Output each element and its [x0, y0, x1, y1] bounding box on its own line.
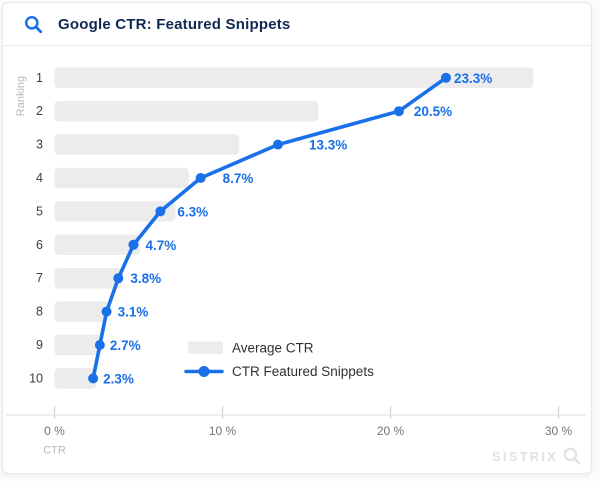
x-axis-tick-label: 30 % [545, 424, 573, 438]
ctr-point-label: 2.7% [110, 338, 141, 353]
ctr-point-label: 8.7% [223, 171, 254, 186]
avg-ctr-bar [54, 301, 109, 322]
ctr-point [195, 173, 206, 183]
ctr-point-label: 20.5% [414, 104, 452, 119]
ctr-point-label: 3.1% [118, 305, 149, 320]
rank-tick-label: 3 [36, 138, 43, 152]
card-header: Google CTR: Featured Snippets [3, 3, 591, 46]
search-icon [24, 15, 43, 33]
avg-ctr-bar [54, 334, 102, 356]
ctr-point [88, 373, 99, 384]
ctr-point-label: 3.8% [130, 271, 161, 286]
rank-tick-label: 6 [36, 238, 43, 252]
ctr-point-label: 6.3% [177, 204, 208, 219]
avg-ctr-bar [54, 201, 176, 222]
ranking-axis-label: Ranking [15, 76, 27, 116]
legend-label-featured-snippets[interactable]: CTR Featured Snippets [232, 364, 374, 379]
avg-ctr-bar [54, 267, 122, 289]
ctr-point [440, 72, 451, 83]
ctr-point [393, 106, 404, 117]
rank-tick-label: 9 [36, 338, 43, 352]
avg-ctr-bar [54, 368, 97, 389]
rank-tick-label: 7 [36, 271, 43, 285]
sistrix-logo-icon [563, 447, 581, 465]
avg-ctr-bar [54, 134, 240, 155]
x-axis-tick-label: 20 % [377, 424, 405, 438]
x-axis-tick-label: 10 % [209, 424, 237, 438]
legend-swatch-average-ctr[interactable] [188, 341, 223, 355]
ctr-point [155, 206, 166, 217]
rank-tick-label: 5 [36, 204, 43, 218]
rank-tick-label: 10 [29, 371, 43, 385]
rank-tick-label: 1 [36, 71, 43, 85]
rank-tick-label: 2 [36, 104, 43, 118]
sistrix-text: SISTRIX [492, 448, 558, 464]
chart-title: Google CTR: Featured Snippets [58, 15, 291, 33]
sistrix-watermark[interactable]: SISTRIX [492, 447, 581, 465]
ctr-point [113, 273, 124, 284]
rank-tick-label: 8 [36, 305, 43, 319]
ctr-featured-snippets-line [91, 76, 448, 381]
avg-ctr-bar [54, 100, 319, 122]
chart-card: Google CTR: Featured Snippets 1 2 3 4 5 6 7 8 9 1… [2, 2, 592, 474]
x-axis-title: CTR [43, 445, 66, 457]
legend-label-average-ctr[interactable]: Average CTR [232, 340, 314, 355]
ctr-point-label: 4.7% [145, 238, 176, 253]
ctr-point [128, 239, 139, 250]
ctr-point [101, 306, 112, 317]
legend-dot-featured-snippets[interactable] [198, 366, 210, 377]
avg-ctr-bar [54, 167, 189, 189]
avg-ctr-bar [54, 67, 534, 89]
ctr-point [272, 139, 283, 150]
ctr-point-label: 13.3% [309, 138, 347, 153]
ctr-point-label: 2.3% [103, 371, 134, 386]
avg-ctr-bar [54, 234, 141, 256]
ctr-point-label: 23.3% [454, 71, 492, 86]
x-axis-tick-label: 0 % [44, 424, 65, 438]
ctr-point [94, 340, 105, 350]
rank-tick-label: 4 [36, 171, 43, 185]
